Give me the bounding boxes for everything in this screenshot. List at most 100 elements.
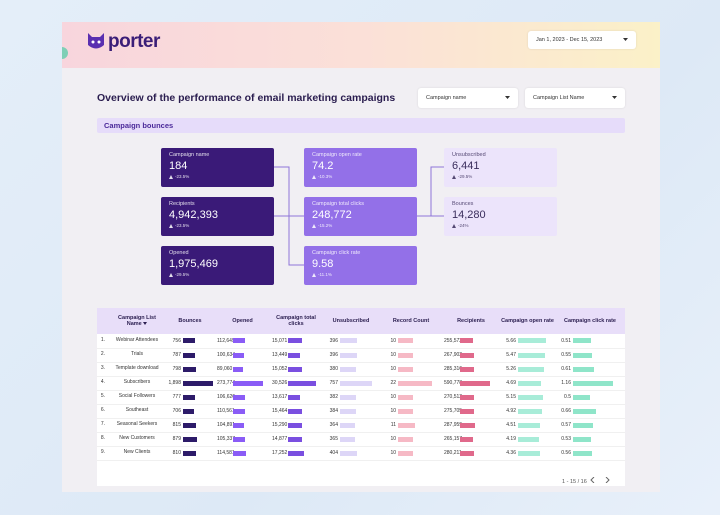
data-bar xyxy=(573,422,593,428)
cell-value: 100,634 xyxy=(217,352,236,358)
cell: 4.92 xyxy=(502,408,553,414)
cell-value: 112,649 xyxy=(217,337,235,344)
table-row: 7. Seasonal Seekers 815 104,891 15,290 364 11 2… xyxy=(97,418,625,433)
metric-cell: 815 xyxy=(165,418,215,433)
data-bar xyxy=(518,408,543,414)
metric-cell: 5.15 xyxy=(500,390,555,405)
metric-cell: 273,774 xyxy=(215,376,270,391)
kpi-value: 4,942,393 xyxy=(169,209,218,221)
data-bar xyxy=(183,408,195,414)
data-bar xyxy=(518,436,539,442)
cell: 10 xyxy=(382,366,440,372)
cell-value: 10 xyxy=(390,366,396,372)
data-bar xyxy=(340,380,372,386)
kpi-change: -23.5% xyxy=(169,174,266,179)
column-header-text: Unsubscribed xyxy=(332,318,370,324)
change-arrow xyxy=(312,223,316,228)
cell: 787 xyxy=(167,352,213,358)
cell: 15,464 xyxy=(272,408,320,414)
cell: 105,337 xyxy=(217,436,268,442)
date-picker[interactable]: Jan 1, 2023 - Dec 15, 2023 xyxy=(528,31,636,49)
kpi-value: 6,441 xyxy=(452,160,480,172)
cell: 13,449 xyxy=(272,352,320,358)
cell-value: 10 xyxy=(390,394,396,400)
cell-value: 810 xyxy=(172,450,181,456)
row-index: 1. xyxy=(97,334,109,349)
caret xyxy=(505,96,510,99)
pagination[interactable]: 1 - 15 / 16 xyxy=(562,476,612,485)
table-row: 3. Template download 798 89,060 15,052 380 10 2… xyxy=(97,362,625,377)
cell: 810 xyxy=(167,450,213,456)
data-bar xyxy=(183,352,196,358)
cell-value: 114,581 xyxy=(217,450,235,456)
kpi-change-value: -11.1% xyxy=(318,272,332,277)
data-bar xyxy=(573,394,591,400)
table: Campaign List Name Bounces Opened Campaign… xyxy=(97,308,625,461)
data-bar xyxy=(518,450,540,456)
data-bar xyxy=(460,450,475,456)
metric-cell: 287,959 xyxy=(442,418,500,433)
filter[interactable]: Campaign name xyxy=(418,88,518,108)
metric-cell: 380 xyxy=(322,362,380,377)
data-bar xyxy=(183,380,213,386)
metric-cell: 106,626 xyxy=(215,390,270,405)
cell: 110,561 xyxy=(217,408,268,414)
cell-value: 777 xyxy=(172,394,181,400)
cell-value: 5.26 xyxy=(506,366,516,372)
metric-cell: 364 xyxy=(322,418,380,433)
table-row: 8. New Customers 879 105,337 14,877 365 10 265,… xyxy=(97,432,625,447)
side-tab xyxy=(62,47,68,59)
cell: 265,157 xyxy=(444,436,498,442)
cell-value: 11 xyxy=(390,422,396,428)
data-bar xyxy=(460,408,474,414)
filter[interactable]: Campaign List Name xyxy=(525,88,625,108)
metric-cell: 382 xyxy=(322,390,380,405)
cell-value: 15,290 xyxy=(272,422,288,428)
metric-cell: 280,211 xyxy=(442,446,500,461)
cell-value: 15,052 xyxy=(272,366,288,372)
cell-value: 105,337 xyxy=(217,436,236,442)
cell: 396 xyxy=(324,338,378,344)
dashboard: porter Jan 1, 2023 - Dec 15, 2023 Overvi… xyxy=(62,22,660,492)
kpi-value: 74.2 xyxy=(312,160,334,172)
metric-cell: 0.5 xyxy=(555,390,625,405)
data-bar xyxy=(288,450,304,456)
cell-value: 756 xyxy=(172,337,181,344)
data-bar xyxy=(288,352,301,358)
cell-value: 0.53 xyxy=(561,436,571,442)
kpi-change-value: -23.5% xyxy=(175,223,190,228)
metric-cell: 777 xyxy=(165,390,215,405)
kpi-card: Campaign open rate 74.2 -10.3% xyxy=(304,148,417,187)
cell-value: 104,891 xyxy=(217,422,236,428)
data-bar xyxy=(573,338,591,344)
cell: 5.47 xyxy=(502,352,553,358)
data-bar xyxy=(288,394,301,400)
change-arrow xyxy=(452,223,456,228)
kpi-value: 9.58 xyxy=(312,258,334,270)
sort-arrow[interactable] xyxy=(143,322,148,325)
list-name: Template download xyxy=(109,362,165,377)
data-bar xyxy=(398,422,415,428)
cell-value: 879 xyxy=(172,436,181,442)
list-name: Southeast xyxy=(109,404,165,419)
cell-value: 110,561 xyxy=(217,408,235,414)
cell-value: 22 xyxy=(390,380,396,386)
data-bar xyxy=(288,408,303,414)
cell: 879 xyxy=(167,436,213,442)
cell-value: 4.51 xyxy=(506,422,516,428)
metric-cell: 5.66 xyxy=(500,334,555,349)
metric-cell: 404 xyxy=(322,446,380,461)
data-bar xyxy=(398,366,414,372)
metric-cell: 10 xyxy=(380,362,442,377)
kpi-label: Unsubscribed xyxy=(452,152,486,158)
cell: 590,778 xyxy=(444,380,498,386)
table-row: 5. Social Followers 777 106,626 13,617 382 10 2… xyxy=(97,390,625,405)
metric-cell: 365 xyxy=(322,432,380,447)
cell-value: 382 xyxy=(329,394,338,400)
cell-value: 0.51 xyxy=(561,337,571,344)
page-arrows[interactable] xyxy=(588,476,612,484)
change-arrow xyxy=(169,174,173,179)
logo-icon xyxy=(88,33,104,49)
cell: 15,052 xyxy=(272,366,320,372)
kpi-change-value: -15.2% xyxy=(318,223,333,228)
